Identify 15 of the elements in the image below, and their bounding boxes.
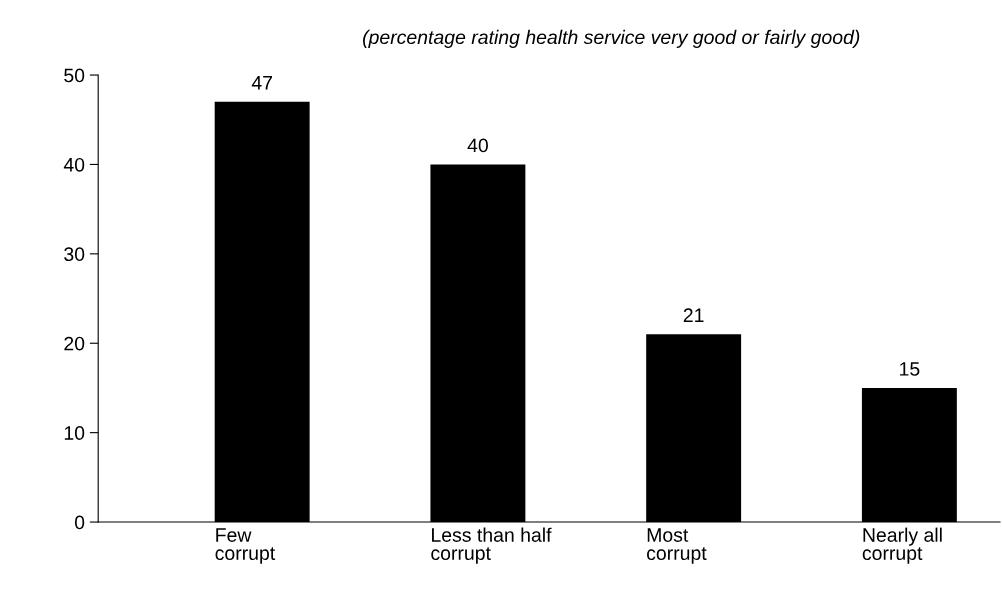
- y-tick-label: 50: [64, 68, 85, 83]
- data-label: 15: [900, 362, 920, 376]
- x-tick-label: Few corrupt: [215, 528, 276, 564]
- data-label: 47: [251, 76, 272, 90]
- y-tick-label: 30: [64, 247, 85, 262]
- y-tick-label: 40: [63, 157, 85, 172]
- data-label: 40: [467, 138, 488, 153]
- x-tick-label: Less than half corrupt: [431, 527, 552, 564]
- x-tick-label: Nearly all corrupt: [862, 527, 942, 564]
- y-tick-label: 10: [64, 426, 85, 440]
- x-tick-label: Most corrupt: [647, 528, 707, 564]
- data-label: 21: [683, 308, 704, 322]
- chart-title: (percentage rating health service very good or fairly good): [363, 29, 860, 48]
- y-tick-label: 20: [64, 336, 85, 351]
- y-tick-label: 0: [74, 515, 85, 530]
